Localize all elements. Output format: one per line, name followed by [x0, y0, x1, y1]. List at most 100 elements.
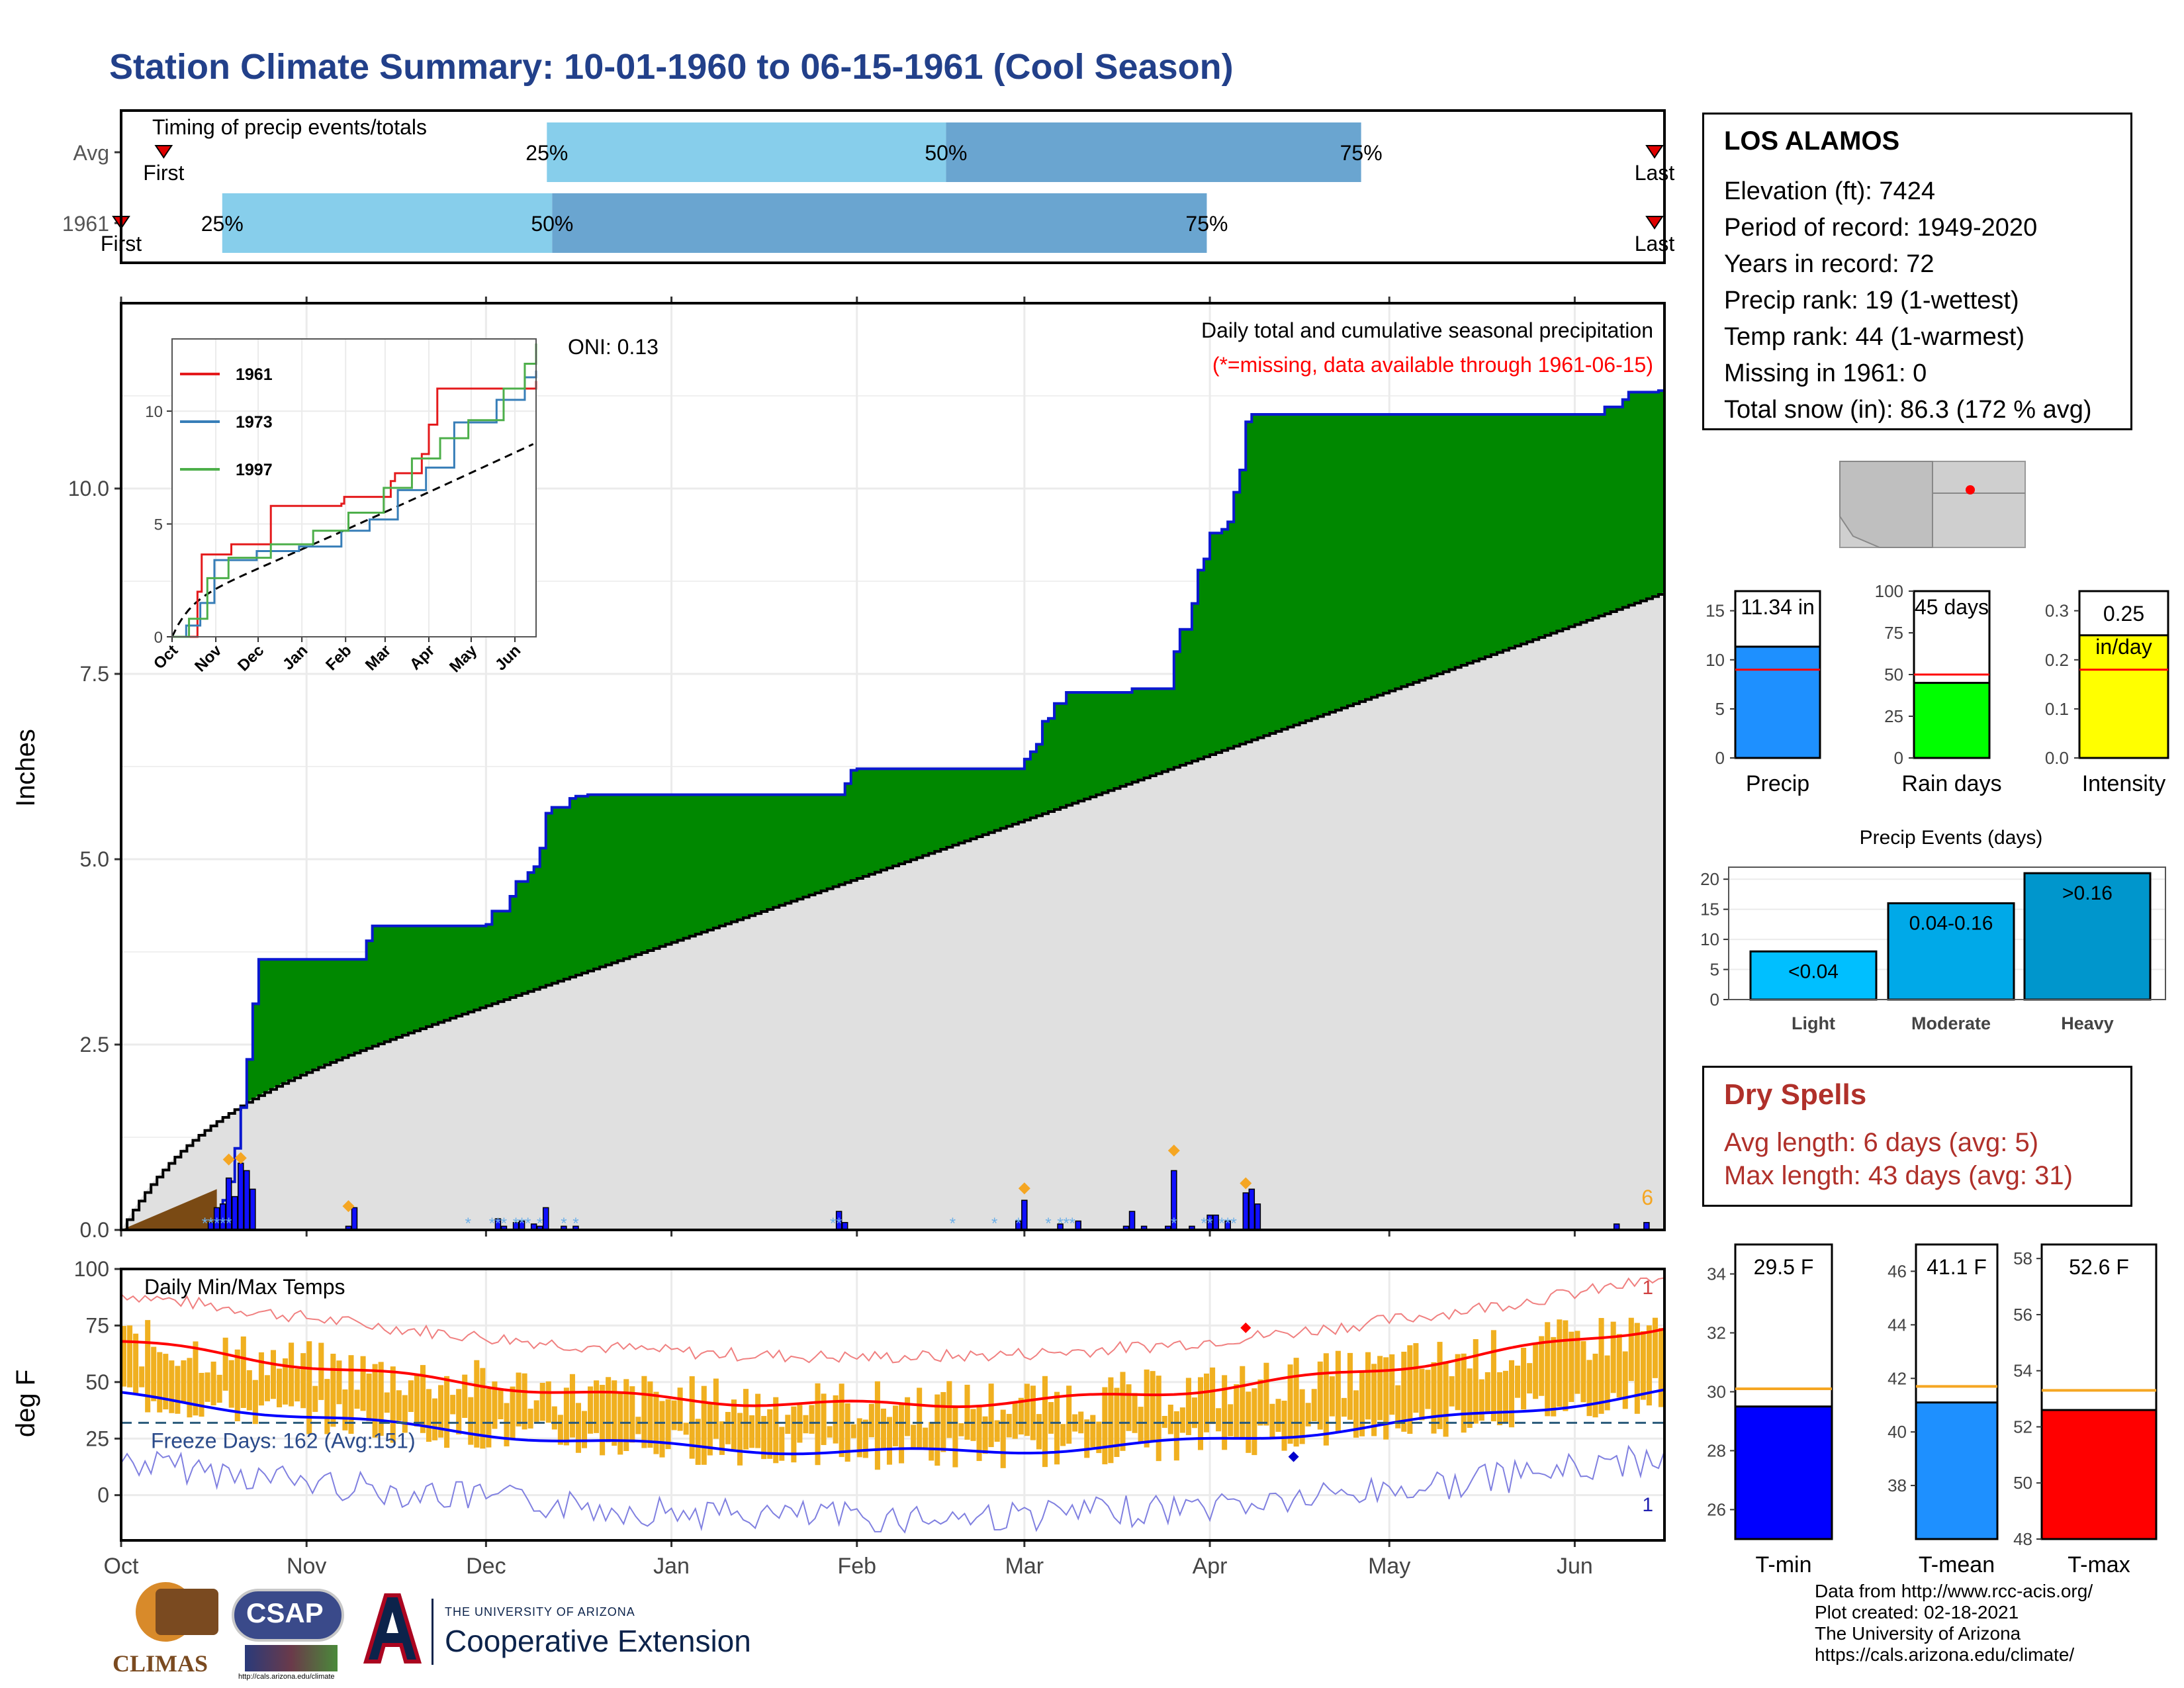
timing-p50-label: 50%	[531, 212, 573, 236]
daily-temp-bar	[1551, 1336, 1557, 1417]
daily-temp-bar	[1323, 1353, 1329, 1446]
csap-cloud-icon	[232, 1589, 344, 1642]
daily-temp-bar	[1275, 1399, 1281, 1432]
daily-temp-bar	[934, 1394, 940, 1466]
daily-temp-bar	[868, 1403, 874, 1438]
daily-temp-bar	[994, 1420, 1000, 1442]
daily-temp-bar	[1371, 1364, 1377, 1436]
daily-temp-bar	[569, 1374, 575, 1438]
daily-temp-bar	[510, 1386, 516, 1439]
events-y-tick-label: 10	[1700, 929, 1719, 949]
daily-temp-bar	[1216, 1408, 1222, 1432]
daily-temp-bar	[575, 1403, 581, 1453]
daily-temp-bar	[725, 1411, 731, 1444]
events-bar	[1887, 902, 2015, 1001]
daily-temp-bar	[1574, 1331, 1580, 1394]
last-label: Last	[1635, 232, 1675, 256]
temp-stat-bar	[1734, 1405, 1833, 1540]
last-label: Last	[1635, 161, 1675, 185]
daily-temp-bar	[1269, 1403, 1275, 1438]
daily-temp-bar	[1533, 1342, 1539, 1399]
oni-label: ONI: 0.13	[568, 335, 659, 359]
events-title: Precip Events (days)	[1860, 827, 2043, 849]
daily-temp-bar	[952, 1407, 958, 1468]
daily-temp-bar	[755, 1393, 761, 1448]
missing-star-icon: *	[1231, 1215, 1237, 1233]
daily-temp-bar	[121, 1326, 127, 1387]
daily-temp-bar	[833, 1395, 839, 1444]
missing-star-icon: *	[1224, 1215, 1230, 1233]
daily-temp-bar	[1508, 1360, 1515, 1428]
dry-spells-avg: Avg length: 6 days (avg: 5)	[1724, 1128, 2039, 1157]
daily-temp-bar	[815, 1383, 821, 1466]
snow-day-marker-icon	[222, 1153, 235, 1166]
daily-temp-bar	[205, 1372, 210, 1402]
daily-temp-bar	[533, 1400, 539, 1422]
daily-temp-bar	[647, 1381, 653, 1448]
daily-temp-bar	[809, 1405, 815, 1434]
station-total-snow: Total snow (in): 86.3 (172 % avg)	[1724, 396, 2092, 424]
events-bar	[2023, 872, 2152, 1001]
temp-stat-y-tick-label: 32	[1707, 1323, 1726, 1343]
daily-temp-bar	[1395, 1385, 1401, 1429]
daily-temp-bar	[1640, 1331, 1646, 1400]
daily-temp-bar	[289, 1342, 295, 1407]
csap-landscape-icon	[245, 1645, 338, 1671]
credits: Data from http://www.rcc-acis.org/ Plot …	[1815, 1581, 2093, 1665]
daily-temp-bar	[300, 1353, 306, 1409]
events-border	[1728, 867, 2166, 1000]
temp-stat-y-tick-label: 50	[2013, 1473, 2032, 1493]
csap-url: http://cals.arizona.edu/climate	[238, 1673, 335, 1681]
csap-text: CSAP	[246, 1597, 324, 1628]
daily-temp-bar	[785, 1415, 791, 1434]
daily-temp-bar	[635, 1417, 641, 1434]
temp-chart: Freeze Days: 162 (Avg:151) Daily Min/Max …	[11, 1257, 1666, 1579]
deficit-area	[121, 1189, 217, 1230]
temp-stat-category-label: T-min	[1756, 1552, 1812, 1577]
missing-star-icon: *	[513, 1215, 519, 1233]
precip-y-tick-label: 5.0	[80, 847, 109, 871]
first-marker-icon	[154, 145, 173, 159]
daily-temp-bar	[336, 1360, 342, 1405]
daily-temp-bar	[761, 1416, 767, 1460]
university-of-arizona-logo-icon	[363, 1592, 422, 1665]
daily-temp-bar	[1467, 1368, 1473, 1429]
daily-temp-bar	[563, 1387, 569, 1446]
stat-bar	[2078, 634, 2169, 759]
daily-temp-bar	[1455, 1354, 1461, 1411]
daily-temp-bar	[216, 1374, 222, 1403]
daily-temp-bar	[151, 1346, 157, 1401]
temp-x-tick-label: May	[1368, 1554, 1410, 1579]
temp-stat-category-label: T-max	[2068, 1552, 2130, 1577]
daily-temp-bar	[689, 1376, 695, 1459]
inset-series-line	[172, 343, 537, 638]
daily-temp-bar	[498, 1389, 504, 1420]
stat-y-tick-label: 0.2	[2045, 650, 2069, 670]
daily-temp-bar	[545, 1381, 551, 1423]
daily-temp-bar	[283, 1358, 289, 1405]
daily-temp-bar	[1144, 1369, 1150, 1448]
snow-day-marker-icon	[234, 1152, 247, 1164]
daily-temp-bar	[1305, 1403, 1311, 1427]
precip-y-tick-label: 7.5	[80, 662, 109, 686]
missing-star-icon: *	[519, 1215, 525, 1233]
daily-temp-bar	[850, 1424, 856, 1438]
daily-temp-bar	[1173, 1411, 1179, 1461]
inset-legend-label: 1997	[236, 461, 273, 479]
daily-temp-bar	[1234, 1384, 1240, 1437]
stat-y-tick-label: 10	[1706, 650, 1725, 670]
daily-temp-bar	[1018, 1397, 1024, 1435]
daily-temp-bar	[199, 1372, 205, 1417]
stat-label: in/day	[2095, 635, 2152, 659]
daily-temp-bar	[1108, 1377, 1114, 1464]
daily-temp-bar	[1527, 1363, 1533, 1394]
daily-temp-bar	[264, 1375, 270, 1401]
temp-y-tick-label: 50	[85, 1370, 109, 1394]
daily-temp-bar	[402, 1395, 408, 1433]
credit-url: https://cals.arizona.edu/climate/	[1815, 1644, 2075, 1665]
daily-temp-bar	[1407, 1345, 1413, 1434]
daily-temp-bar	[665, 1399, 671, 1450]
daily-temp-bar	[1604, 1355, 1610, 1411]
daily-temp-bar	[306, 1341, 312, 1434]
